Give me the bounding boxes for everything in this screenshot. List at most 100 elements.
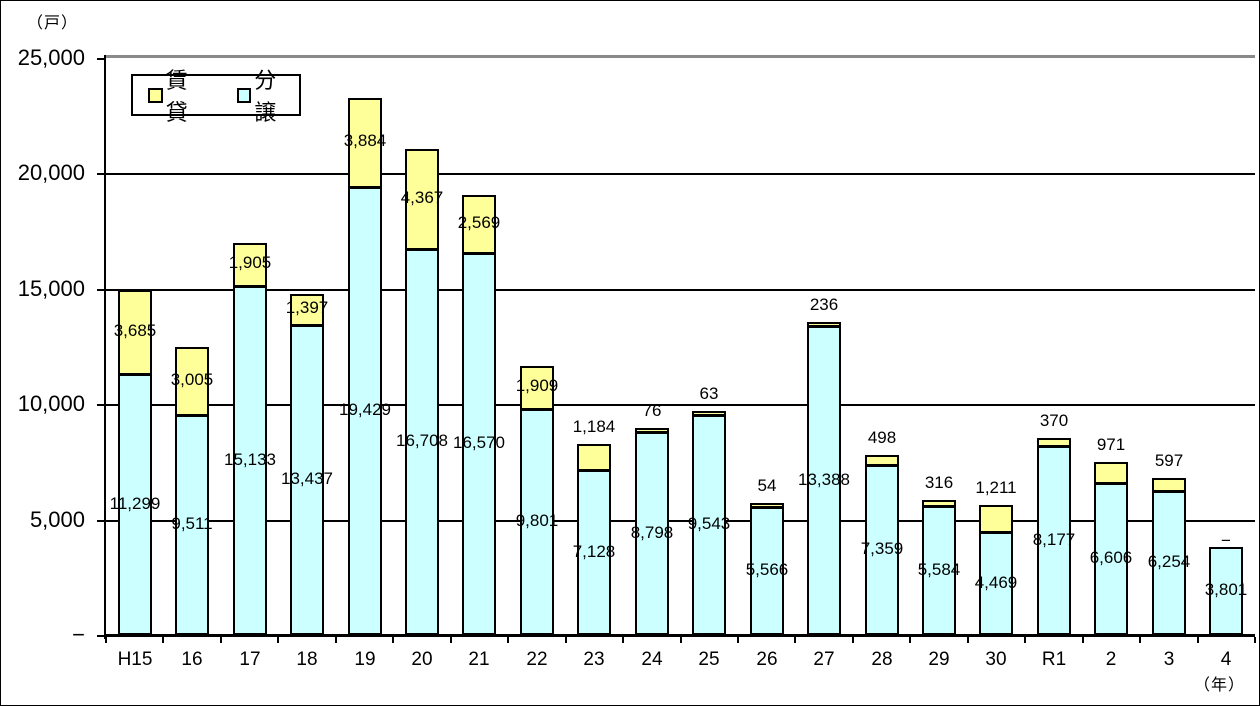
x-tick-label: 30 [985,649,1007,670]
bar-segment-rental [175,347,209,416]
x-axis-tick [622,637,624,643]
x-axis-tick [737,637,739,643]
y-tick-label: 10,000 [17,391,85,416]
x-axis-tick [565,637,567,643]
value-label-rental: 4,367 [400,188,444,207]
value-label-sale: 5,584 [917,560,961,579]
value-label-sale: 7,128 [572,542,616,561]
x-axis-line [104,634,1255,637]
x-tick-label: 23 [583,649,605,670]
bar-segment-rental [922,500,956,507]
value-label-rental: 597 [1154,451,1184,470]
x-axis-tick [392,637,394,643]
value-label-sale: 13,437 [281,469,333,488]
gridline [106,520,1255,522]
value-label-sale: 6,254 [1147,552,1191,571]
value-label-sale: 6,606 [1089,548,1133,567]
bar-segment-sale [1152,491,1186,635]
bar-segment-rental [118,290,152,375]
bar-segment-rental [807,322,841,327]
bar-segment-sale [1094,483,1128,635]
bar-segment-sale [807,326,841,635]
bar-segment-sale [290,325,324,635]
x-axis-tick [277,637,279,643]
value-label-sale: 16,570 [453,433,505,452]
x-axis-tick [220,637,222,643]
bar-segment-rental [405,149,439,250]
x-axis-tick [852,637,854,643]
x-axis-tick [450,637,452,643]
legend-label-rental: 賃貸 [165,68,189,125]
value-label-sale: 11,299 [109,494,161,513]
x-axis-tick [162,637,164,643]
bar-segment-rental [1037,438,1071,447]
x-tick-label: 20 [411,649,433,670]
value-label-rental: 2,569 [457,213,501,232]
value-label-rental: 3,005 [170,370,214,389]
x-axis-tick [909,637,911,643]
y-tick-label: 5,000 [29,507,85,532]
y-axis-tick [97,520,105,522]
gridline [106,404,1255,406]
x-axis-tick [1254,637,1256,643]
bar-segment-sale [635,432,669,635]
y-axis-tick [97,58,105,60]
bar-segment-sale [979,532,1013,635]
x-tick-label: 16 [181,649,203,670]
x-tick-label: 22 [526,649,548,670]
value-label-rental: 236 [809,295,839,314]
legend-swatch-rental [148,87,163,103]
x-tick-label: 4 [1220,649,1232,670]
bar-segment-sale [520,409,554,635]
bar-segment-rental [1152,478,1186,492]
bar-segment-sale [175,415,209,635]
bar-segment-sale [922,506,956,635]
x-tick-label: 26 [756,649,778,670]
value-label-sale: 8,798 [630,523,674,542]
value-label-rental: 1,905 [228,253,272,272]
x-tick-label: 27 [813,649,835,670]
value-label-sale: 9,543 [687,514,731,533]
x-tick-label: R1 [1041,649,1067,670]
y-axis-tick [97,289,105,291]
value-label-rental: 1,184 [572,417,616,436]
bar-segment-sale [865,465,899,635]
x-tick-label: 2 [1105,649,1117,670]
x-tick-label: 21 [468,649,490,670]
bar-segment-sale [233,286,267,635]
value-label-rental: − [1221,531,1231,550]
bar-segment-sale [692,415,726,635]
y-axis-tick [97,173,105,175]
bar-segment-rental [979,505,1013,533]
value-label-rental: 316 [924,473,954,492]
value-label-sale: 13,388 [798,470,850,489]
bar-segment-sale [1037,446,1071,635]
bar-segment-sale [348,187,382,635]
value-label-sale: 16,708 [396,431,448,450]
x-axis-tick [1082,637,1084,643]
x-axis-tick [794,637,796,643]
y-axis-tick [97,404,105,406]
value-label-rental: 1,211 [975,478,1017,497]
bar-segment-sale [462,253,496,635]
y-tick-label: 25,000 [17,45,85,70]
value-label-rental: 3,884 [343,131,387,150]
x-axis-tick [967,637,969,643]
x-tick-label: 18 [296,649,318,670]
value-label-rental: 63 [699,384,719,403]
gridline [106,173,1255,175]
value-label-rental: 1,397 [285,298,329,317]
x-tick-label: 17 [239,649,261,670]
y-tick-label: 20,000 [17,160,85,185]
legend-swatch-sale [236,87,252,103]
bar-segment-rental [462,195,496,254]
value-label-rental: 971 [1096,435,1126,454]
value-label-rental: 76 [642,401,662,420]
y-tick-label: 15,000 [17,276,85,301]
legend: 賃貸 分譲 [131,68,301,125]
x-tick-label: 25 [698,649,720,670]
x-tick-label: 29 [928,649,950,670]
bar-segment-rental [233,243,267,287]
x-axis-unit-label: （年） [1193,677,1245,694]
